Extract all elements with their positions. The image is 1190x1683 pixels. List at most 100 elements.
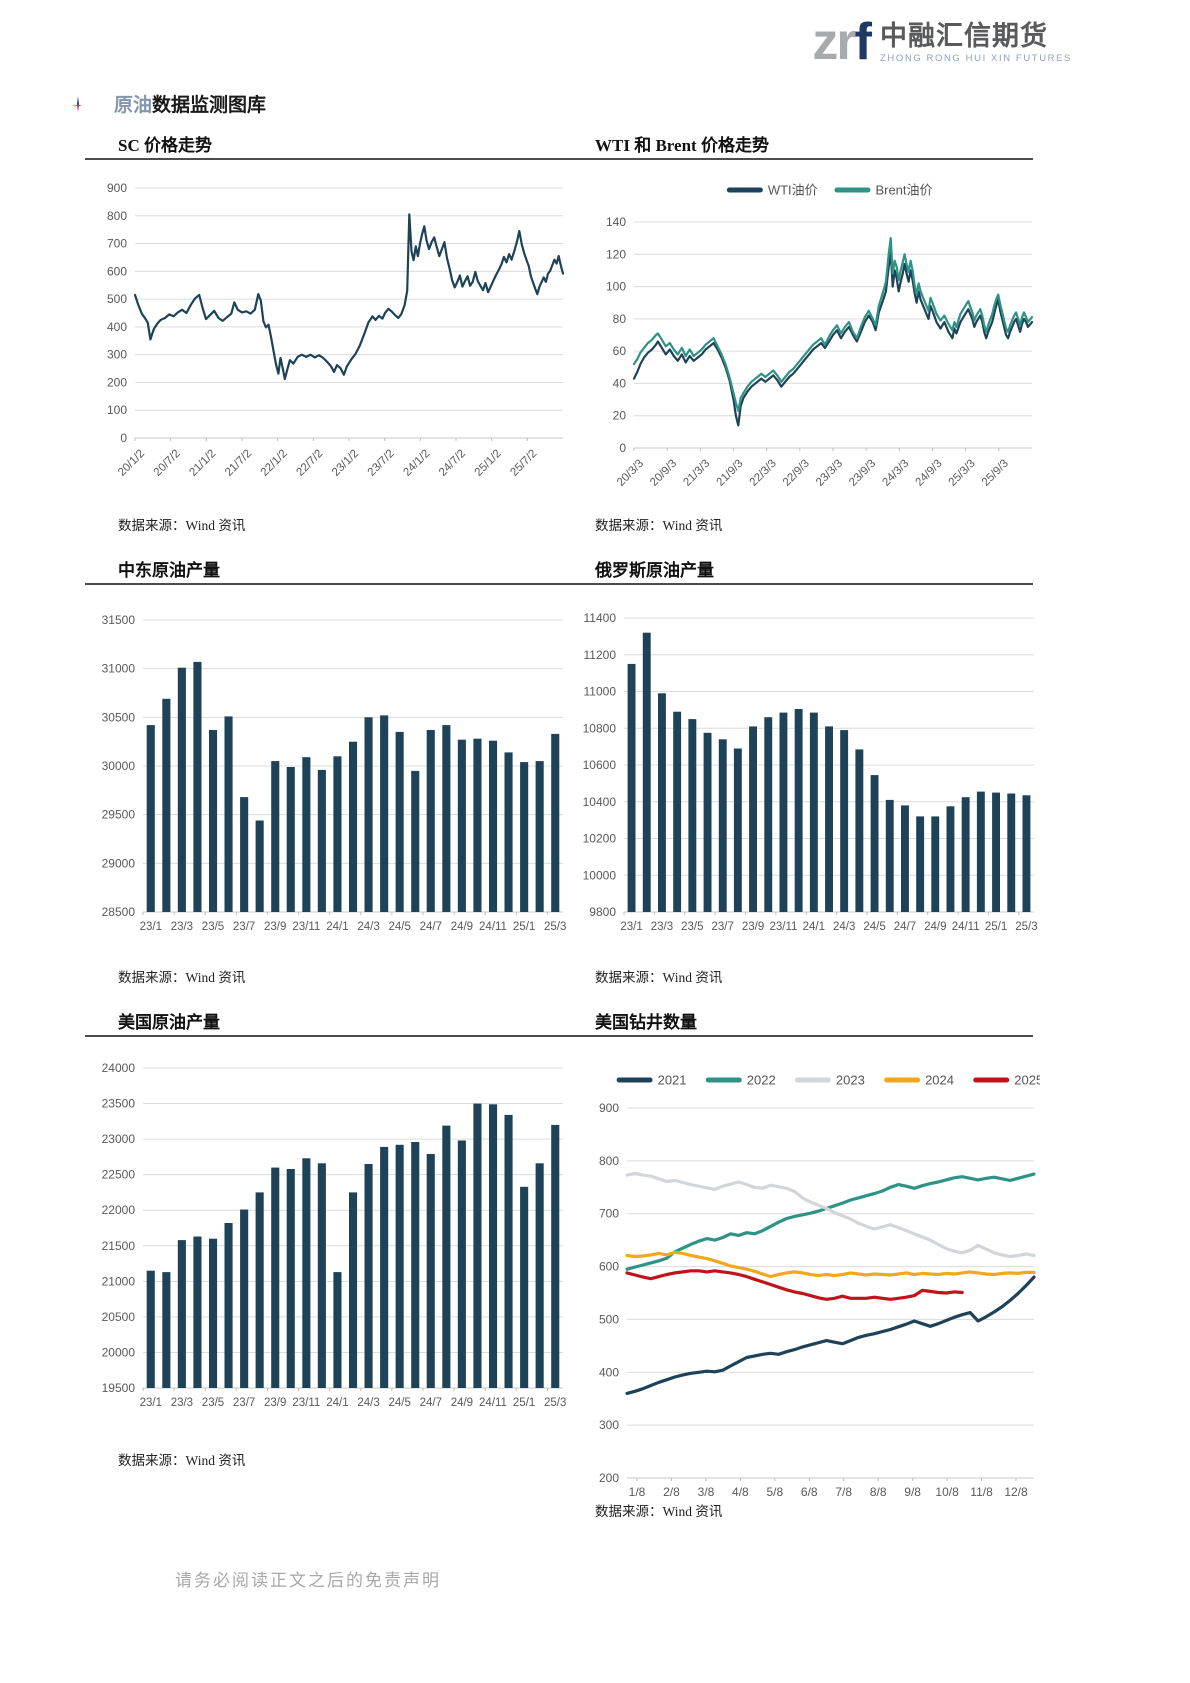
svg-text:25/9/3: 25/9/3: [980, 458, 1011, 489]
svg-text:700: 700: [599, 1207, 619, 1221]
row3-divider: [85, 1035, 1033, 1037]
svg-text:9800: 9800: [589, 905, 616, 919]
svg-text:24/7: 24/7: [894, 921, 916, 933]
svg-text:2024: 2024: [925, 1073, 954, 1088]
chart-mideast-production-bar: 28500 29000 29500 30000 30500 31000 31500 23/1 2…: [85, 590, 570, 970]
chart-title-mideast: 中东原油产量: [118, 561, 220, 580]
svg-text:24/1: 24/1: [326, 1397, 348, 1409]
svg-text:20/1/2: 20/1/2: [116, 448, 147, 479]
chart-title-wti-brent: WTI 和 Brent 价格走势: [595, 136, 769, 155]
svg-text:0: 0: [619, 441, 626, 455]
svg-text:20/9/3: 20/9/3: [648, 458, 679, 489]
svg-text:24/9: 24/9: [451, 921, 473, 933]
svg-text:24/5: 24/5: [388, 1397, 410, 1409]
svg-text:22/3/3: 22/3/3: [748, 458, 779, 489]
chart-title-sc: SC 价格走势: [118, 136, 212, 155]
svg-text:200: 200: [107, 375, 127, 389]
svg-text:WTI油价: WTI油价: [768, 183, 818, 198]
svg-text:24/11: 24/11: [952, 921, 980, 933]
svg-text:10600: 10600: [583, 758, 617, 772]
chart-us-production-bar: 19500 20000 20500 21000 21500 22000 22500 23000…: [85, 1042, 570, 1447]
svg-text:24/3: 24/3: [357, 921, 379, 933]
svg-text:700: 700: [107, 237, 127, 251]
svg-text:1/8: 1/8: [629, 1485, 646, 1498]
svg-text:23/9: 23/9: [264, 921, 286, 933]
svg-text:24/9: 24/9: [451, 1397, 473, 1409]
svg-text:800: 800: [107, 209, 127, 223]
svg-text:4/8: 4/8: [732, 1485, 749, 1498]
svg-text:25/1: 25/1: [513, 921, 535, 933]
svg-text:24/3: 24/3: [357, 1397, 379, 1409]
svg-text:23/7/2: 23/7/2: [366, 448, 397, 479]
source-label-sc: 数据来源：Wind 资讯: [118, 518, 246, 533]
svg-text:29500: 29500: [102, 808, 136, 822]
svg-text:31500: 31500: [102, 613, 136, 627]
svg-text:21/3/3: 21/3/3: [681, 458, 712, 489]
svg-text:25/1: 25/1: [513, 1397, 535, 1409]
svg-text:24/5: 24/5: [388, 921, 410, 933]
svg-text:19500: 19500: [102, 1381, 136, 1395]
svg-text:25/7/2: 25/7/2: [508, 448, 539, 479]
svg-text:24/1/2: 24/1/2: [401, 448, 432, 479]
svg-text:25/3: 25/3: [544, 1397, 566, 1409]
svg-text:9/8: 9/8: [904, 1485, 921, 1498]
svg-text:500: 500: [107, 292, 127, 306]
svg-text:5/8: 5/8: [766, 1485, 783, 1498]
svg-text:11400: 11400: [584, 611, 617, 625]
svg-text:21000: 21000: [102, 1274, 136, 1288]
svg-text:23/3/3: 23/3/3: [814, 458, 845, 489]
svg-text:800: 800: [599, 1154, 619, 1168]
svg-text:22500: 22500: [102, 1168, 136, 1182]
svg-text:23/9: 23/9: [264, 1397, 286, 1409]
svg-text:21/1/2: 21/1/2: [187, 448, 218, 479]
svg-text:24/3/3: 24/3/3: [880, 458, 911, 489]
svg-text:10000: 10000: [583, 868, 617, 882]
svg-text:21/7/2: 21/7/2: [223, 448, 254, 479]
source-label-us-production: 数据来源：Wind 资讯: [118, 1453, 246, 1468]
svg-text:24/1: 24/1: [326, 921, 348, 933]
svg-text:23/5: 23/5: [202, 921, 224, 933]
svg-text:23/1: 23/1: [140, 921, 162, 933]
svg-text:120: 120: [606, 247, 626, 261]
svg-text:23/11: 23/11: [292, 921, 320, 933]
svg-text:23/7: 23/7: [233, 1397, 255, 1409]
svg-text:900: 900: [107, 181, 127, 195]
svg-text:22/7/2: 22/7/2: [294, 448, 325, 479]
svg-text:300: 300: [107, 348, 127, 362]
svg-text:2022: 2022: [747, 1073, 776, 1088]
svg-text:20/7/2: 20/7/2: [152, 448, 183, 479]
svg-text:24/5: 24/5: [863, 921, 885, 933]
svg-text:23/9: 23/9: [742, 921, 764, 933]
source-label-russia: 数据来源：Wind 资讯: [595, 970, 723, 985]
logo-zrf-mark: zrf: [812, 13, 872, 71]
svg-text:25/3: 25/3: [1015, 921, 1037, 933]
svg-text:100: 100: [606, 280, 626, 294]
svg-text:8/8: 8/8: [870, 1485, 887, 1498]
svg-text:24/7: 24/7: [420, 921, 442, 933]
svg-text:20500: 20500: [102, 1310, 136, 1324]
svg-text:23/7: 23/7: [712, 921, 734, 933]
svg-text:24000: 24000: [102, 1061, 136, 1075]
svg-text:80: 80: [613, 312, 627, 326]
chart-wti-brent-line: 0 20 40 60 80 100 120 140 20/3/3 20/9/3 21/3/3 21/9…: [572, 166, 1040, 516]
svg-text:100: 100: [107, 403, 127, 417]
svg-text:12/8: 12/8: [1004, 1485, 1028, 1498]
svg-text:22/1/2: 22/1/2: [259, 448, 290, 479]
svg-text:10400: 10400: [583, 795, 617, 809]
svg-text:200: 200: [599, 1471, 619, 1485]
logo-f-text: f: [854, 13, 872, 71]
svg-text:10/8: 10/8: [935, 1485, 959, 1498]
svg-text:Brent油价: Brent油价: [875, 183, 932, 198]
logo-zr-text: zr: [812, 13, 856, 71]
company-name-en: ZHONG RONG HUI XIN FUTURES: [879, 52, 1072, 64]
svg-text:300: 300: [599, 1418, 619, 1432]
svg-text:20: 20: [613, 409, 627, 423]
svg-text:23/3: 23/3: [651, 921, 673, 933]
svg-text:24/7: 24/7: [420, 1397, 442, 1409]
svg-text:24/9/3: 24/9/3: [914, 458, 945, 489]
svg-text:24/3: 24/3: [833, 921, 855, 933]
svg-text:140: 140: [606, 215, 626, 229]
row1-divider: [85, 158, 1033, 160]
svg-text:23/3: 23/3: [171, 1397, 193, 1409]
